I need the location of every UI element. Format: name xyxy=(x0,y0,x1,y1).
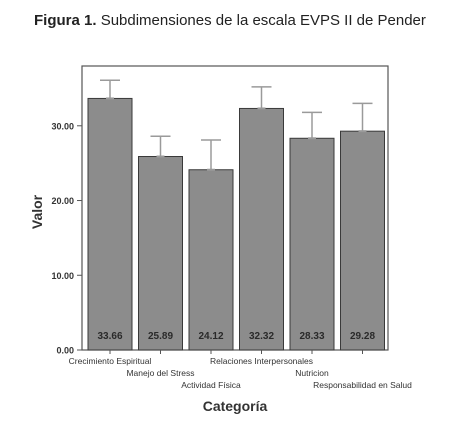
x-axis-label: Categoría xyxy=(203,398,268,414)
figure-label: Figura 1. xyxy=(34,12,97,29)
y-axis-label: Valor xyxy=(29,194,45,229)
x-tick-labels-group: Crecimiento Espiritual Manejo del Stress A… xyxy=(69,356,412,390)
bar xyxy=(87,97,133,351)
bar xyxy=(138,156,183,351)
plot-frame xyxy=(81,65,389,351)
y-tick-label: 0.00 xyxy=(56,346,74,356)
x-tick-label: Crecimiento Espiritual xyxy=(69,356,152,366)
plot-frame-group xyxy=(81,65,389,351)
y-tick-label: 30.00 xyxy=(51,121,74,131)
bar-value-label: 24.12 xyxy=(198,331,223,342)
y-tick-label: 10.00 xyxy=(51,271,74,281)
figure-title: Figura 1. Subdimensiones de la escala EV… xyxy=(34,12,426,29)
bar xyxy=(340,130,385,351)
bar xyxy=(289,137,335,351)
bar xyxy=(239,107,284,351)
x-tick-label: Responsabilidad en Salud xyxy=(313,380,412,390)
bar-value-label: 32.32 xyxy=(249,331,274,342)
value-labels-group: 33.66 25.89 24.12 32.32 28.33 29.28 xyxy=(97,331,375,342)
y-ticks-group: 0.00 10.00 20.00 30.00 xyxy=(51,121,82,356)
y-tick-label: 20.00 xyxy=(51,196,74,206)
figure-caption: Subdimensiones de la escala EVPS II de P… xyxy=(100,12,426,29)
bar-value-label: 28.33 xyxy=(299,331,324,342)
bar-value-label: 29.28 xyxy=(350,331,375,342)
x-tick-label: Nutricion xyxy=(295,368,329,378)
bar xyxy=(188,169,234,351)
x-tick-label: Relaciones Interpersonales xyxy=(210,356,313,366)
bars-group xyxy=(87,97,385,354)
bar-value-label: 33.66 xyxy=(97,331,122,342)
x-tick-label: Manejo del Stress xyxy=(126,368,194,378)
x-tick-label: Actividad Física xyxy=(181,380,241,390)
bar-value-label: 25.89 xyxy=(148,331,173,342)
error-bars-group xyxy=(100,79,373,171)
